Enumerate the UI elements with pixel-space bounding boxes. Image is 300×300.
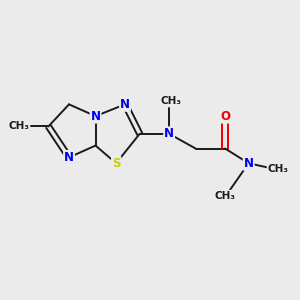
Text: S: S (112, 157, 120, 170)
Text: N: N (91, 110, 100, 123)
Text: CH₃: CH₃ (214, 190, 236, 201)
Text: N: N (64, 151, 74, 164)
Text: CH₃: CH₃ (160, 96, 181, 106)
Text: N: N (244, 157, 254, 170)
Text: CH₃: CH₃ (268, 164, 289, 174)
Text: N: N (120, 98, 130, 111)
Text: O: O (220, 110, 230, 123)
Text: N: N (164, 127, 174, 140)
Text: CH₃: CH₃ (8, 122, 29, 131)
